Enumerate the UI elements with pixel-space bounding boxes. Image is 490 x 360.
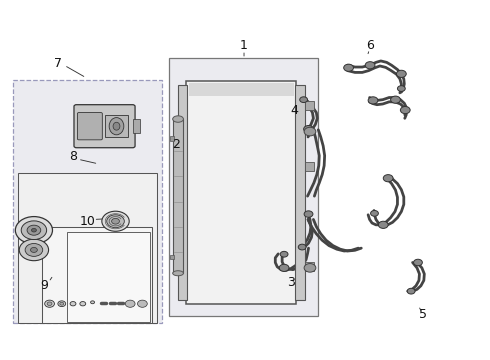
Circle shape — [70, 302, 76, 306]
Ellipse shape — [172, 271, 183, 276]
Circle shape — [80, 302, 86, 306]
Circle shape — [397, 86, 405, 91]
FancyBboxPatch shape — [77, 113, 102, 140]
Circle shape — [304, 127, 316, 136]
Bar — [42, 226, 152, 323]
Text: 7: 7 — [54, 57, 62, 70]
Bar — [133, 119, 140, 134]
Circle shape — [91, 301, 95, 304]
Circle shape — [304, 264, 316, 272]
Bar — [170, 255, 173, 259]
Bar — [169, 58, 318, 316]
Text: 6: 6 — [366, 39, 373, 52]
Circle shape — [396, 70, 406, 77]
Text: 5: 5 — [419, 308, 427, 321]
Circle shape — [304, 211, 313, 217]
Circle shape — [304, 126, 314, 133]
Circle shape — [279, 264, 289, 271]
Text: 2: 2 — [172, 138, 179, 150]
Circle shape — [31, 228, 36, 232]
Ellipse shape — [109, 118, 124, 135]
Bar — [305, 262, 314, 271]
FancyBboxPatch shape — [74, 105, 135, 148]
Bar — [177, 85, 187, 300]
Text: 3: 3 — [288, 276, 295, 289]
Circle shape — [107, 215, 124, 228]
Bar — [105, 116, 128, 137]
Bar — [170, 136, 173, 140]
Circle shape — [60, 302, 64, 305]
Circle shape — [27, 225, 41, 235]
Circle shape — [112, 219, 120, 224]
Bar — [305, 162, 314, 171]
Bar — [186, 81, 296, 304]
Circle shape — [21, 221, 47, 239]
Circle shape — [30, 247, 37, 252]
Bar — [67, 232, 150, 321]
Bar — [295, 85, 305, 300]
Ellipse shape — [172, 116, 183, 122]
Bar — [172, 119, 183, 273]
Text: 9: 9 — [41, 279, 49, 292]
Circle shape — [365, 62, 375, 69]
Circle shape — [280, 251, 288, 257]
Circle shape — [102, 211, 129, 231]
Circle shape — [298, 244, 306, 250]
Circle shape — [400, 107, 410, 114]
Circle shape — [378, 221, 388, 228]
Circle shape — [407, 288, 415, 294]
Circle shape — [58, 301, 66, 307]
Circle shape — [370, 211, 378, 216]
Circle shape — [19, 239, 49, 261]
Bar — [18, 173, 157, 323]
Bar — [189, 83, 294, 96]
Ellipse shape — [113, 122, 120, 130]
Bar — [305, 101, 314, 110]
Circle shape — [391, 96, 400, 103]
Circle shape — [25, 243, 43, 256]
Circle shape — [125, 300, 135, 307]
Circle shape — [414, 259, 422, 266]
Text: 10: 10 — [80, 215, 96, 228]
Circle shape — [300, 97, 308, 103]
Text: 4: 4 — [290, 104, 298, 117]
Circle shape — [15, 217, 52, 244]
Text: 8: 8 — [69, 150, 77, 163]
Circle shape — [45, 300, 54, 307]
Circle shape — [383, 175, 393, 182]
Text: 1: 1 — [240, 39, 248, 52]
Circle shape — [138, 300, 147, 307]
Circle shape — [47, 302, 52, 306]
Circle shape — [368, 97, 378, 104]
Bar — [13, 80, 162, 323]
Circle shape — [343, 64, 353, 71]
